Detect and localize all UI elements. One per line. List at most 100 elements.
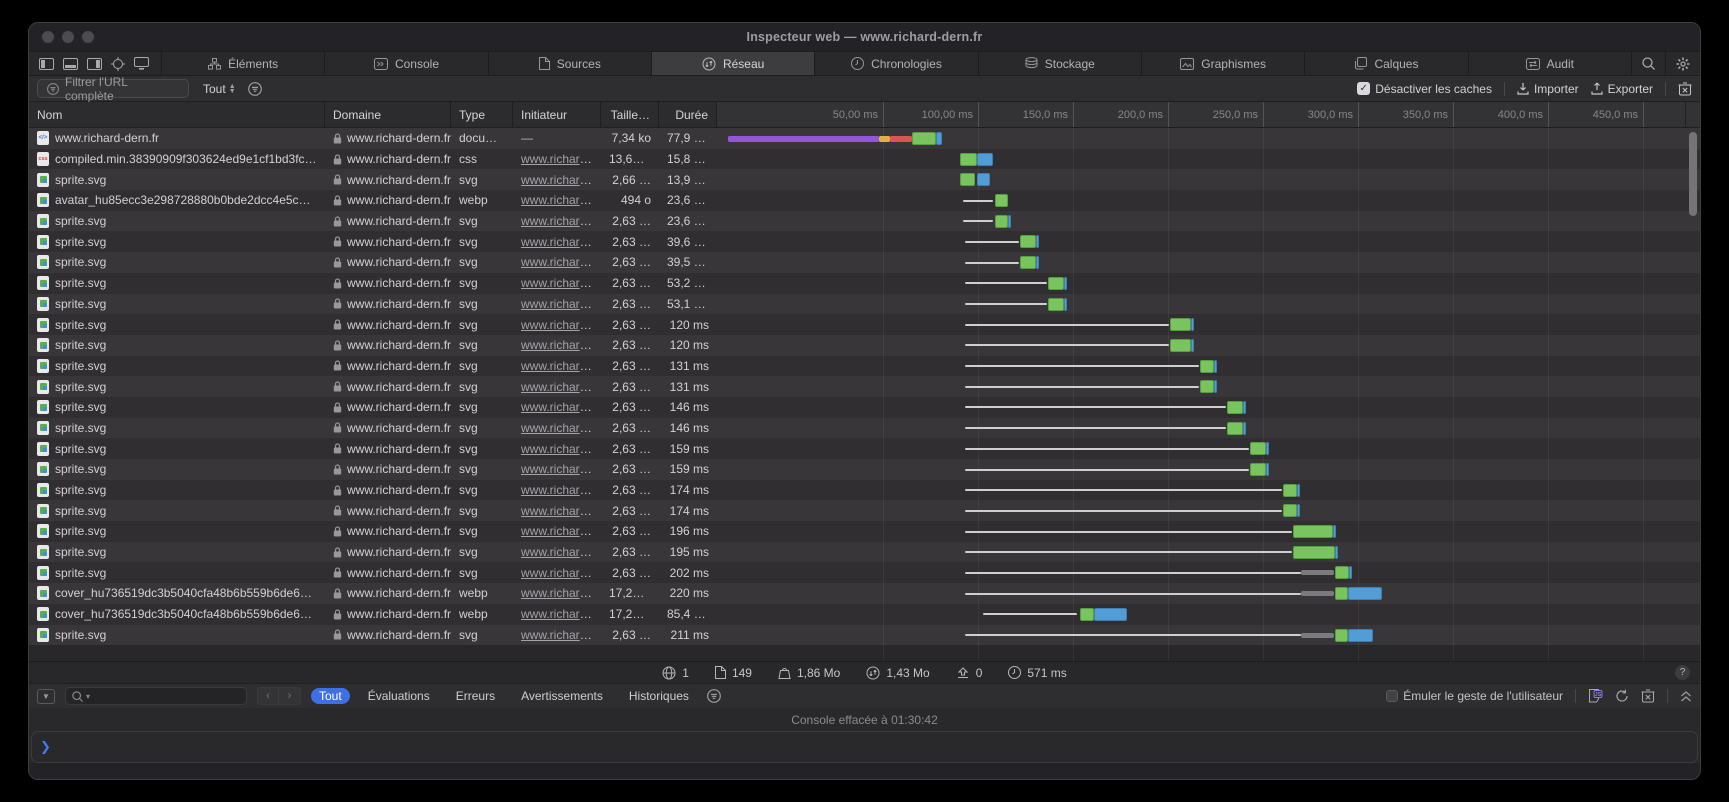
- initiator-link[interactable]: www.richard-d…: [521, 627, 601, 642]
- toggle-left-sidebar-icon[interactable]: [39, 57, 54, 70]
- element-picker-icon[interactable]: [111, 56, 125, 71]
- table-row[interactable]: sprite.svg www.richard-dern.fr svg www.rich…: [29, 334, 1700, 356]
- table-row[interactable]: sprite.svg www.richard-dern.fr svg www.rich…: [29, 417, 1700, 439]
- table-row[interactable]: sprite.svg www.richard-dern.fr svg www.rich…: [29, 541, 1700, 563]
- initiator-link[interactable]: www.richard-d…: [521, 193, 601, 208]
- initiator-link[interactable]: www.richard-d…: [521, 586, 601, 601]
- initiator-link[interactable]: www.richard-d…: [521, 503, 601, 518]
- initiator-link[interactable]: www.richard-d…: [521, 317, 601, 332]
- table-row[interactable]: css compiled.min.38390909f303624ed9e1cf1b…: [29, 148, 1700, 170]
- tab-storage[interactable]: Stockage: [979, 52, 1142, 75]
- initiator-link[interactable]: www.richard-d…: [521, 152, 601, 167]
- column-header-name[interactable]: Nom: [29, 102, 325, 127]
- zoom-window-button[interactable]: [82, 31, 94, 43]
- console-filter-icon[interactable]: [707, 689, 721, 703]
- initiator-link[interactable]: www.richard-d…: [521, 255, 601, 270]
- expand-console-icon[interactable]: [1680, 690, 1692, 703]
- initiator-link[interactable]: www.richard-d…: [521, 565, 601, 580]
- console-search-field[interactable]: ▾: [65, 687, 247, 706]
- table-row[interactable]: sprite.svg www.richard-dern.fr svg www.rich…: [29, 521, 1700, 542]
- table-row[interactable]: cover_hu736519dc3b5040cfa48b6b559b6de6ec…: [29, 603, 1700, 625]
- tab-audit[interactable]: Audit: [1469, 52, 1632, 75]
- initiator-link[interactable]: www.richard-d…: [521, 607, 601, 622]
- table-row[interactable]: sprite.svg www.richard-dern.fr svg www.rich…: [29, 314, 1700, 335]
- column-header-type[interactable]: Type: [451, 102, 513, 127]
- table-row[interactable]: sprite.svg www.richard-dern.fr svg www.rich…: [29, 396, 1700, 418]
- initiator-link[interactable]: www.richard-d…: [521, 214, 601, 229]
- table-row[interactable]: cover_hu736519dc3b5040cfa48b6b559b6de6ec…: [29, 583, 1700, 604]
- resource-filter-icon[interactable]: [247, 81, 262, 96]
- table-row[interactable]: avatar_hu85ecc3e298728880b0bde2dcc4e5c23…: [29, 190, 1700, 211]
- scope-dropdown[interactable]: Tout ▲ ▼: [203, 81, 236, 96]
- close-window-button[interactable]: [42, 31, 54, 43]
- column-header-duration[interactable]: Durée: [659, 102, 717, 127]
- help-button[interactable]: ?: [1675, 665, 1690, 681]
- table-row[interactable]: sprite.svg www.richard-dern.fr svg www.rich…: [29, 293, 1700, 315]
- table-row[interactable]: sprite.svg www.richard-dern.fr svg www.rich…: [29, 252, 1700, 273]
- clear-network-items-icon[interactable]: [1678, 82, 1692, 96]
- table-row[interactable]: sprite.svg www.richard-dern.fr svg www.rich…: [29, 479, 1700, 501]
- console-filter-evaluations[interactable]: Évaluations: [367, 689, 430, 704]
- initiator-link[interactable]: www.richard-d…: [521, 234, 601, 249]
- toggle-right-sidebar-icon[interactable]: [87, 57, 102, 70]
- initiator-link[interactable]: www.richard-d…: [521, 483, 601, 498]
- initiator-link[interactable]: www.richard-d…: [521, 276, 601, 291]
- next-result-button[interactable]: ›: [279, 687, 301, 706]
- tab-network[interactable]: Réseau: [651, 52, 816, 75]
- window-controls[interactable]: [42, 31, 94, 43]
- initiator-link[interactable]: www.richard-d…: [521, 379, 601, 394]
- table-row[interactable]: sprite.svg www.richard-dern.fr svg www.rich…: [29, 376, 1700, 397]
- previous-result-button[interactable]: ‹: [257, 687, 279, 706]
- console-input[interactable]: ❯: [31, 731, 1698, 764]
- initiator-link[interactable]: www.richard-d…: [521, 296, 601, 311]
- initiator-link[interactable]: www.richard-d…: [521, 172, 601, 187]
- table-row[interactable]: sprite.svg www.richard-dern.fr svg www.rich…: [29, 459, 1700, 480]
- toggle-bottom-panel-icon[interactable]: [63, 57, 78, 70]
- minimize-window-button[interactable]: [62, 31, 74, 43]
- initiator-link[interactable]: www.richard-d…: [521, 358, 601, 373]
- column-header-initiator[interactable]: Initiateur: [513, 102, 601, 127]
- tab-layers[interactable]: Calques: [1305, 52, 1469, 75]
- table-row[interactable]: sprite.svg www.richard-dern.fr svg www.rich…: [29, 231, 1700, 253]
- reload-icon[interactable]: [1615, 689, 1629, 703]
- search-button[interactable]: [1632, 52, 1666, 75]
- console-filter-errors[interactable]: Erreurs: [455, 689, 496, 704]
- import-button[interactable]: Importer: [1517, 82, 1579, 96]
- console-drawer-toggle[interactable]: ▼: [37, 688, 55, 704]
- tab-elements[interactable]: Éléments: [162, 52, 326, 75]
- table-row[interactable]: sprite.svg www.richard-dern.fr svg www.rich…: [29, 169, 1700, 191]
- tab-console[interactable]: Console: [325, 52, 489, 75]
- initiator-link[interactable]: www.richard-d…: [521, 441, 601, 456]
- table-row[interactable]: sprite.svg www.richard-dern.fr svg www.rich…: [29, 562, 1700, 584]
- tab-graphics[interactable]: Graphismes: [1142, 52, 1306, 75]
- tab-timelines[interactable]: Chronologies: [815, 52, 979, 75]
- emulate-user-gesture-checkbox[interactable]: Émuler le geste de l'utilisateur: [1386, 689, 1563, 703]
- console-filter-all[interactable]: Tout: [311, 688, 350, 705]
- javascript-context-icon[interactable]: JS: [1588, 689, 1603, 703]
- console-filter-logs[interactable]: Historiques: [628, 689, 689, 704]
- initiator-link[interactable]: www.richard-d…: [521, 545, 601, 560]
- column-header-size[interactable]: Taille…: [601, 102, 659, 127]
- initiator-link[interactable]: www.richard-d…: [521, 462, 601, 477]
- table-row[interactable]: sprite.svg www.richard-dern.fr svg www.rich…: [29, 210, 1700, 232]
- initiator-link[interactable]: www.richard-d…: [521, 420, 601, 435]
- table-row[interactable]: sprite.svg www.richard-dern.fr svg www.rich…: [29, 272, 1700, 294]
- export-button[interactable]: Exporter: [1591, 82, 1653, 96]
- table-row[interactable]: sprite.svg www.richard-dern.fr svg www.rich…: [29, 500, 1700, 522]
- table-row[interactable]: sprite.svg www.richard-dern.fr svg www.rich…: [29, 355, 1700, 377]
- table-row[interactable]: </> www.richard-dern.fr www.richard-dern.f…: [29, 128, 1700, 149]
- tab-sources[interactable]: Sources: [489, 52, 652, 75]
- table-row[interactable]: sprite.svg www.richard-dern.fr svg www.rich…: [29, 438, 1700, 459]
- initiator-link[interactable]: www.richard-d…: [521, 524, 601, 539]
- disable-caches-checkbox[interactable]: ✓ Désactiver les caches: [1357, 82, 1492, 96]
- settings-button[interactable]: [1666, 52, 1700, 75]
- table-row[interactable]: sprite.svg www.richard-dern.fr svg www.rich…: [29, 624, 1700, 646]
- url-filter-input[interactable]: Filtrer l'URL complète: [37, 75, 189, 103]
- vertical-scrollbar-thumb[interactable]: [1689, 132, 1697, 216]
- initiator-link[interactable]: www.richard-d…: [521, 338, 601, 353]
- console-filter-warnings[interactable]: Avertissements: [521, 689, 603, 704]
- device-display-icon[interactable]: [134, 57, 149, 70]
- initiator-link[interactable]: www.richard-d…: [521, 400, 601, 415]
- column-header-domain[interactable]: Domaine: [325, 102, 451, 127]
- clear-console-icon[interactable]: [1641, 689, 1655, 703]
